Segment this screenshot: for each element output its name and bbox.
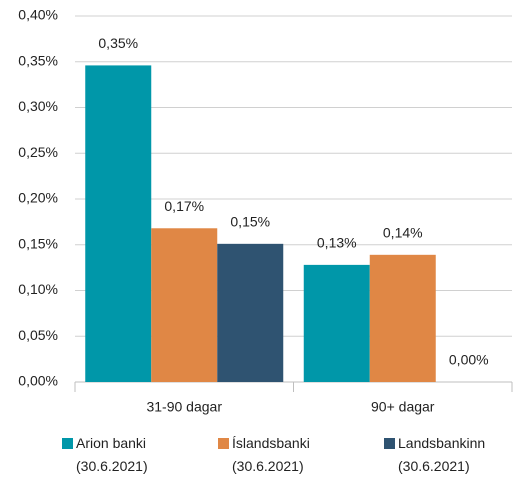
y-tick-label: 0,10% (18, 281, 58, 297)
bar (151, 228, 218, 382)
legend-label: Arion banki (30.6.2021) (76, 435, 148, 474)
y-tick-label: 0,00% (18, 373, 58, 389)
y-tick-label: 0,25% (18, 144, 58, 160)
bar (217, 243, 284, 382)
y-tick-label: 0,20% (18, 190, 58, 206)
legend-item: Landsbankinn (30.6.2021) (384, 432, 514, 477)
legend-label: Íslandsbanki (30.6.2021) (232, 435, 310, 474)
value-label: 0,15% (230, 214, 270, 230)
value-label: 0,14% (383, 225, 423, 241)
bar (85, 65, 152, 382)
legend-swatch (218, 438, 229, 449)
x-tick-label: 31-90 dagar (146, 399, 222, 415)
y-tick-label: 0,05% (18, 327, 58, 343)
y-tick-label: 0,35% (18, 52, 58, 68)
legend-label: Landsbankinn (30.6.2021) (398, 435, 486, 474)
bar (369, 254, 436, 382)
legend-item: Íslandsbanki (30.6.2021) (218, 432, 348, 477)
value-label: 0,13% (317, 235, 357, 251)
y-tick-label: 0,40% (18, 7, 58, 23)
legend-swatch (62, 438, 73, 449)
legend-swatch (384, 438, 395, 449)
bar (303, 264, 370, 382)
value-label: 0,00% (449, 352, 489, 368)
x-tick-label: 90+ dagar (371, 399, 435, 415)
value-label: 0,17% (164, 198, 204, 214)
value-label: 0,35% (98, 35, 138, 51)
legend-item: Arion banki (30.6.2021) (62, 432, 192, 477)
y-tick-label: 0,15% (18, 235, 58, 251)
y-tick-label: 0,30% (18, 98, 58, 114)
